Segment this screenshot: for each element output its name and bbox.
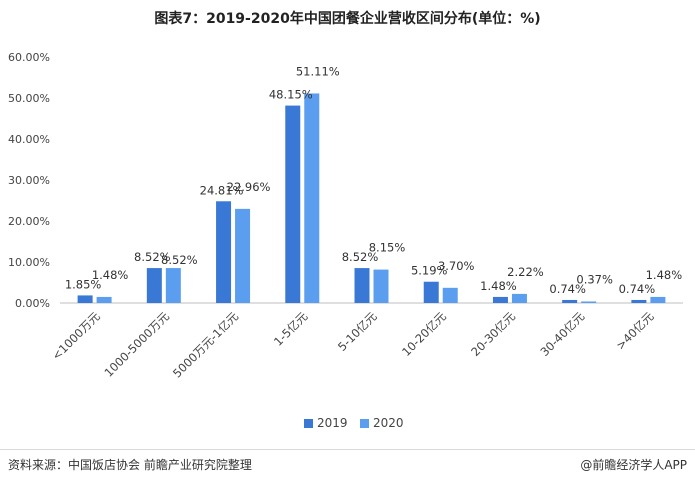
legend-label-2020: 2020 bbox=[373, 416, 404, 430]
data-label-2020: 1.48% bbox=[646, 268, 683, 282]
footer-divider bbox=[0, 449, 695, 450]
x-tick-label: 5-10亿元 bbox=[335, 309, 380, 354]
bar-2020 bbox=[235, 208, 251, 303]
bar-2019 bbox=[423, 281, 439, 303]
x-tick-label: 30-40亿元 bbox=[537, 309, 587, 359]
data-label-2019: 1.85% bbox=[65, 277, 102, 291]
x-tick-label: 5000万元-1亿元 bbox=[170, 309, 242, 381]
data-label-2019: 48.15% bbox=[269, 88, 313, 102]
bar-2020 bbox=[650, 296, 666, 303]
data-label-2020: 22.96% bbox=[227, 180, 271, 194]
data-label-2019: 5.19% bbox=[411, 264, 448, 278]
credit-note: @前瞻经济学人APP bbox=[580, 458, 687, 472]
data-label-2019: 1.48% bbox=[480, 279, 517, 293]
data-label-2019: 0.74% bbox=[619, 282, 656, 296]
data-labels: 1.85%1.48%8.52%8.52%24.81%22.96%48.15%51… bbox=[65, 64, 682, 296]
bar-2020 bbox=[96, 296, 112, 303]
chart-title: 图表7：2019-2020年中国团餐企业营收区间分布(单位：%) bbox=[154, 11, 541, 27]
source-note: 资料来源：中国饭店协会 前瞻产业研究院整理 bbox=[8, 458, 252, 472]
data-label-2020: 8.52% bbox=[161, 253, 198, 267]
bar-2019 bbox=[285, 105, 301, 304]
bar-2020 bbox=[373, 269, 389, 303]
x-tick-label: <1000万元 bbox=[49, 309, 103, 363]
legend-swatch-2020 bbox=[360, 419, 369, 428]
bar-2019 bbox=[562, 299, 578, 303]
bar-2019 bbox=[492, 296, 508, 303]
y-tick-label: 40.00% bbox=[8, 133, 50, 146]
data-label-2020: 2.22% bbox=[507, 265, 544, 279]
y-tick-label: 50.00% bbox=[8, 92, 50, 105]
bar-2020 bbox=[304, 93, 320, 303]
bar-2019 bbox=[631, 299, 647, 303]
data-label-2020: 3.70% bbox=[438, 259, 475, 273]
bar-2020 bbox=[511, 293, 527, 303]
legend: 2019 2020 bbox=[304, 416, 404, 430]
data-label-2020: 51.11% bbox=[296, 64, 340, 78]
y-tick-label: 20.00% bbox=[8, 215, 50, 228]
y-tick-label: 0.00% bbox=[15, 297, 50, 310]
bar-2019 bbox=[77, 295, 93, 303]
x-tick-label: 10-20亿元 bbox=[399, 309, 449, 359]
data-label-2020: 0.37% bbox=[576, 272, 613, 286]
data-label-2019: 8.52% bbox=[134, 250, 171, 264]
legend-swatch-2019 bbox=[304, 419, 313, 428]
x-tick-label: 1-5亿元 bbox=[271, 309, 311, 349]
bar-2020 bbox=[581, 301, 597, 303]
data-label-2019: 8.52% bbox=[342, 250, 379, 264]
data-label-2020: 1.48% bbox=[92, 268, 129, 282]
bar-2020 bbox=[442, 287, 458, 303]
legend-label-2019: 2019 bbox=[317, 416, 348, 430]
bar-2020 bbox=[165, 268, 181, 303]
x-tick-label: >40亿元 bbox=[613, 309, 657, 353]
bars-group bbox=[77, 93, 666, 304]
bar-2019 bbox=[216, 201, 232, 303]
bar-2019 bbox=[354, 268, 370, 303]
bar-2019 bbox=[146, 268, 162, 303]
y-tick-label: 60.00% bbox=[8, 51, 50, 64]
x-tick-label: 20-30亿元 bbox=[468, 309, 518, 359]
data-label-2020: 8.15% bbox=[369, 241, 406, 255]
bar-chart: 0.00% 10.00% 20.00% 30.00% 40.00% 50.00% 60.00… bbox=[8, 51, 683, 430]
y-tick-label: 30.00% bbox=[8, 174, 50, 187]
data-label-2019: 0.74% bbox=[549, 282, 586, 296]
data-label-2019: 24.81% bbox=[200, 183, 244, 197]
y-tick-label: 10.00% bbox=[8, 256, 50, 269]
x-tick-label: 1000-5000万元 bbox=[101, 309, 172, 380]
y-axis: 0.00% 10.00% 20.00% 30.00% 40.00% 50.00% 60.00… bbox=[8, 51, 50, 310]
